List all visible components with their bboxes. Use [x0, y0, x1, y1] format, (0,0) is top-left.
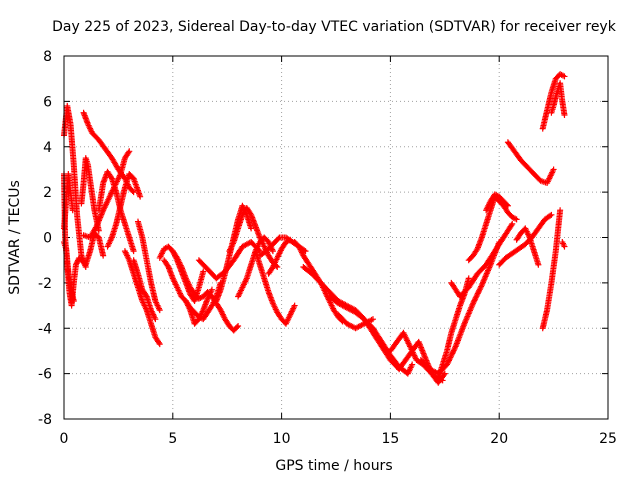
chart-title: Day 225 of 2023, Sidereal Day-to-day VTE… [52, 19, 617, 35]
x-tick-label: 20 [490, 431, 508, 447]
point-markers [504, 139, 557, 187]
point-markers [104, 170, 144, 250]
grid [64, 56, 608, 419]
point-markers [265, 236, 294, 277]
series-arc-z [300, 263, 403, 373]
series-arc-al [504, 139, 557, 187]
point-markers [134, 218, 163, 314]
series-arc-an [539, 71, 568, 132]
point-markers [496, 211, 555, 268]
point-markers [513, 225, 542, 268]
point-markers [548, 80, 568, 118]
point-markers [226, 205, 281, 270]
y-tick-label: 0 [43, 231, 52, 247]
x-tick-label: 25 [599, 431, 617, 447]
series-arc-m [134, 218, 163, 314]
point-markers [539, 207, 564, 332]
x-tick-label: 5 [168, 431, 177, 447]
series-arc-t [226, 205, 281, 270]
point-markers [335, 311, 376, 332]
series-arc-ak [513, 225, 542, 268]
x-tick-label: 0 [60, 431, 69, 447]
x-axis-label: GPS time / hours [275, 458, 392, 474]
series-arc-aj [496, 211, 555, 268]
y-tick-label: -6 [38, 367, 52, 383]
series-arc-v [252, 248, 298, 327]
y-tick-label: -8 [38, 412, 52, 428]
series-arc-x [265, 236, 294, 277]
series-arc-ag [448, 220, 516, 300]
series-arc-ai [483, 191, 511, 214]
point-markers [559, 239, 568, 250]
y-axis-label: SDTVAR / TECUs [7, 180, 23, 295]
series-arc-ao [548, 80, 568, 118]
point-markers [448, 220, 516, 300]
x-tick-label: 10 [273, 431, 291, 447]
series-arc-ae [417, 239, 503, 377]
series-arc-h [80, 148, 133, 241]
point-markers [252, 248, 298, 327]
axis-ticks: 0 5 10 15 20 25 -8 -6 -4 -2 0 2 4 6 8 [38, 49, 617, 447]
series-arc-ap [559, 239, 568, 250]
point-markers [78, 155, 102, 234]
point-markers [539, 71, 568, 132]
point-markers [300, 263, 403, 373]
point-markers [130, 257, 159, 323]
y-tick-label: -4 [38, 321, 52, 337]
y-tick-label: 6 [43, 94, 52, 110]
series-arc-l [130, 257, 159, 323]
series-arc-k [121, 248, 163, 348]
series-arc-q [182, 286, 215, 327]
point-markers [483, 191, 511, 214]
point-markers [417, 239, 503, 377]
x-tick-label: 15 [381, 431, 399, 447]
plot-frame [63, 55, 609, 420]
series-arc-f [78, 155, 102, 234]
point-markers [182, 286, 215, 327]
y-tick-label: 8 [43, 49, 52, 65]
series-arc-am [539, 207, 564, 332]
y-tick-label: 2 [43, 185, 52, 201]
point-markers [80, 148, 133, 241]
series-arc-ab [335, 311, 376, 332]
data-points [61, 71, 568, 386]
y-tick-label: 4 [43, 140, 52, 156]
y-tick-label: -2 [38, 276, 52, 292]
series-arc-j [104, 170, 144, 250]
point-markers [121, 248, 163, 348]
